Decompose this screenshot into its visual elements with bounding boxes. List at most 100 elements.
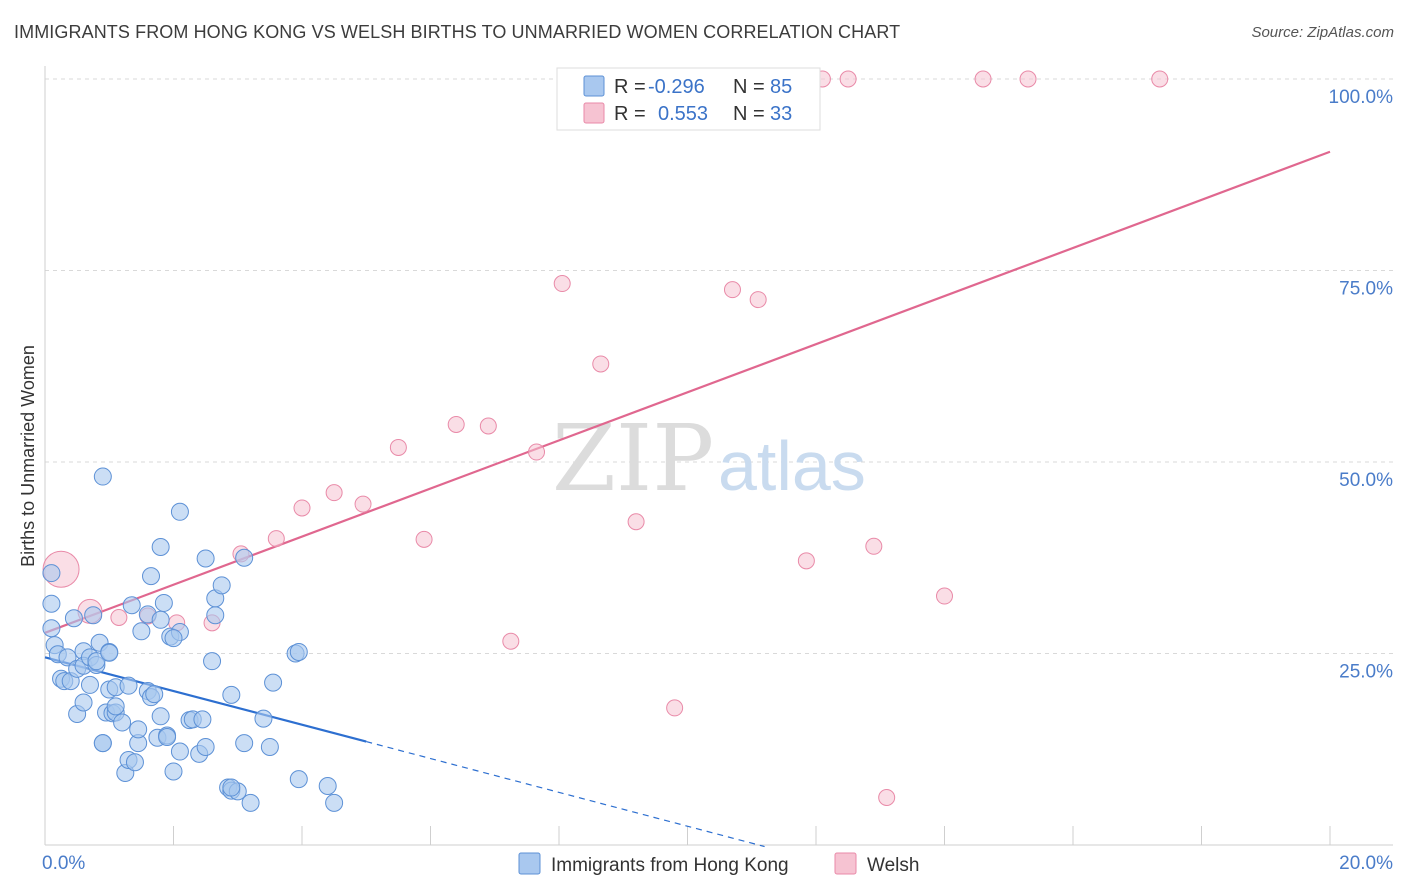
data-point-hong-kong	[170, 502, 189, 521]
data-point-hong-kong	[93, 467, 112, 486]
data-point-hong-kong	[196, 737, 215, 756]
ticklabel-layer: 25.0% 50.0% 75.0% 100.0% 0.0% 20.0%	[42, 87, 1393, 874]
data-point-hong-kong	[235, 734, 254, 753]
data-point-hong-kong	[260, 737, 279, 756]
legend-n-label-blue: N =	[733, 76, 765, 98]
data-point-hong-kong	[289, 642, 308, 661]
x-tick-label: 20.0%	[1339, 853, 1393, 874]
watermark-zip: ZIP	[552, 405, 714, 512]
data-point-welsh	[1151, 70, 1169, 88]
data-point-hong-kong	[254, 709, 273, 728]
x-tick-label: 0.0%	[42, 853, 85, 874]
watermark-atlas: atlas	[718, 427, 866, 505]
data-point-hong-kong	[106, 697, 125, 716]
data-point-welsh	[110, 608, 128, 626]
legend-n-value-pink: 33	[770, 103, 792, 125]
data-point-hong-kong	[80, 675, 99, 694]
data-point-hong-kong	[42, 564, 61, 583]
data-point-welsh	[839, 70, 857, 88]
data-point-hong-kong	[158, 727, 177, 746]
data-point-welsh	[865, 537, 883, 555]
data-point-hong-kong	[58, 648, 77, 667]
legend-swatch-blue	[583, 75, 605, 97]
data-point-hong-kong	[119, 676, 138, 695]
data-point-welsh	[325, 484, 343, 502]
data-point-welsh	[479, 417, 497, 435]
legend-bottom: Immigrants from Hong Kong Welsh	[518, 852, 919, 876]
data-point-welsh	[936, 587, 953, 605]
data-point-welsh	[797, 552, 815, 570]
legend-r-value-pink: 0.553	[658, 103, 708, 125]
data-point-hong-kong	[264, 673, 283, 692]
data-point-hong-kong	[129, 720, 148, 739]
data-point-hong-kong	[151, 610, 170, 629]
chart-title: IMMIGRANTS FROM HONG KONG VS WELSH BIRTH…	[14, 22, 901, 42]
y-tick-label: 25.0%	[1339, 662, 1393, 683]
data-point-welsh	[415, 530, 433, 548]
data-point-hong-kong	[100, 643, 119, 662]
data-point-hong-kong	[113, 713, 132, 732]
data-point-hong-kong	[193, 710, 212, 729]
y-tick-label: 50.0%	[1339, 470, 1393, 491]
data-point-hong-kong	[145, 685, 164, 704]
data-point-hong-kong	[64, 609, 83, 628]
data-point-hong-kong	[151, 707, 170, 726]
data-point-hong-kong	[325, 793, 344, 812]
legend-bottom-label-pink: Welsh	[867, 855, 919, 876]
data-point-welsh	[749, 291, 767, 309]
data-point-welsh	[666, 699, 684, 717]
data-point-hong-kong	[164, 762, 183, 781]
legend-swatch-pink	[583, 102, 605, 124]
data-point-welsh	[354, 495, 372, 513]
data-point-hong-kong	[125, 753, 144, 772]
data-point-welsh	[627, 513, 645, 531]
data-point-welsh	[592, 355, 610, 373]
grid-layer	[45, 78, 1393, 654]
data-point-hong-kong	[212, 576, 231, 595]
data-point-welsh	[267, 530, 285, 548]
legend-r-label-pink: R =	[614, 103, 646, 125]
trend-line-hong-kong-extension	[366, 741, 765, 848]
data-point-welsh	[293, 499, 311, 517]
data-point-hong-kong	[84, 606, 103, 625]
data-point-hong-kong	[318, 777, 337, 796]
axes-layer	[44, 66, 1393, 846]
data-point-welsh	[974, 70, 992, 88]
y-axis-title: Births to Unmarried Women	[18, 345, 38, 567]
legend-bottom-swatch-pink	[834, 852, 857, 875]
legend-bottom-label-blue: Immigrants from Hong Kong	[551, 855, 789, 876]
data-point-hong-kong	[170, 742, 189, 761]
data-point-welsh	[553, 275, 571, 293]
data-point-hong-kong	[42, 594, 61, 613]
source-credit: Source: ZipAtlas.com	[1251, 24, 1394, 41]
data-point-hong-kong	[142, 567, 161, 586]
data-point-hong-kong	[42, 619, 61, 638]
data-point-hong-kong	[222, 685, 241, 704]
trend-line-welsh	[44, 150, 1331, 634]
y-tick-label: 100.0%	[1329, 87, 1394, 108]
data-point-hong-kong	[289, 770, 308, 789]
legend-r-label-blue: R =	[614, 76, 646, 98]
data-point-hong-kong	[206, 606, 225, 625]
data-point-hong-kong	[93, 734, 112, 753]
data-point-welsh	[1019, 70, 1037, 88]
data-point-hong-kong	[87, 652, 106, 671]
legend-top: R = -0.296 N = 85 R = 0.553 N = 33	[556, 67, 821, 131]
y-tick-label: 75.0%	[1339, 279, 1393, 300]
data-point-welsh	[447, 415, 465, 433]
watermark: ZIP atlas	[552, 405, 866, 512]
data-point-welsh	[528, 443, 546, 461]
data-point-welsh	[723, 281, 741, 299]
data-point-hong-kong	[74, 693, 93, 712]
data-point-welsh	[389, 438, 407, 456]
data-point-hong-kong	[151, 538, 170, 557]
points-layer	[42, 70, 1169, 812]
data-point-hong-kong	[164, 629, 183, 648]
legend-n-label-pink: N =	[733, 103, 765, 125]
legend-bottom-swatch-blue	[518, 852, 541, 875]
data-point-hong-kong	[235, 548, 254, 567]
legend-r-value-blue: -0.296	[648, 76, 705, 98]
data-point-hong-kong	[196, 549, 215, 568]
data-point-welsh	[878, 789, 896, 807]
